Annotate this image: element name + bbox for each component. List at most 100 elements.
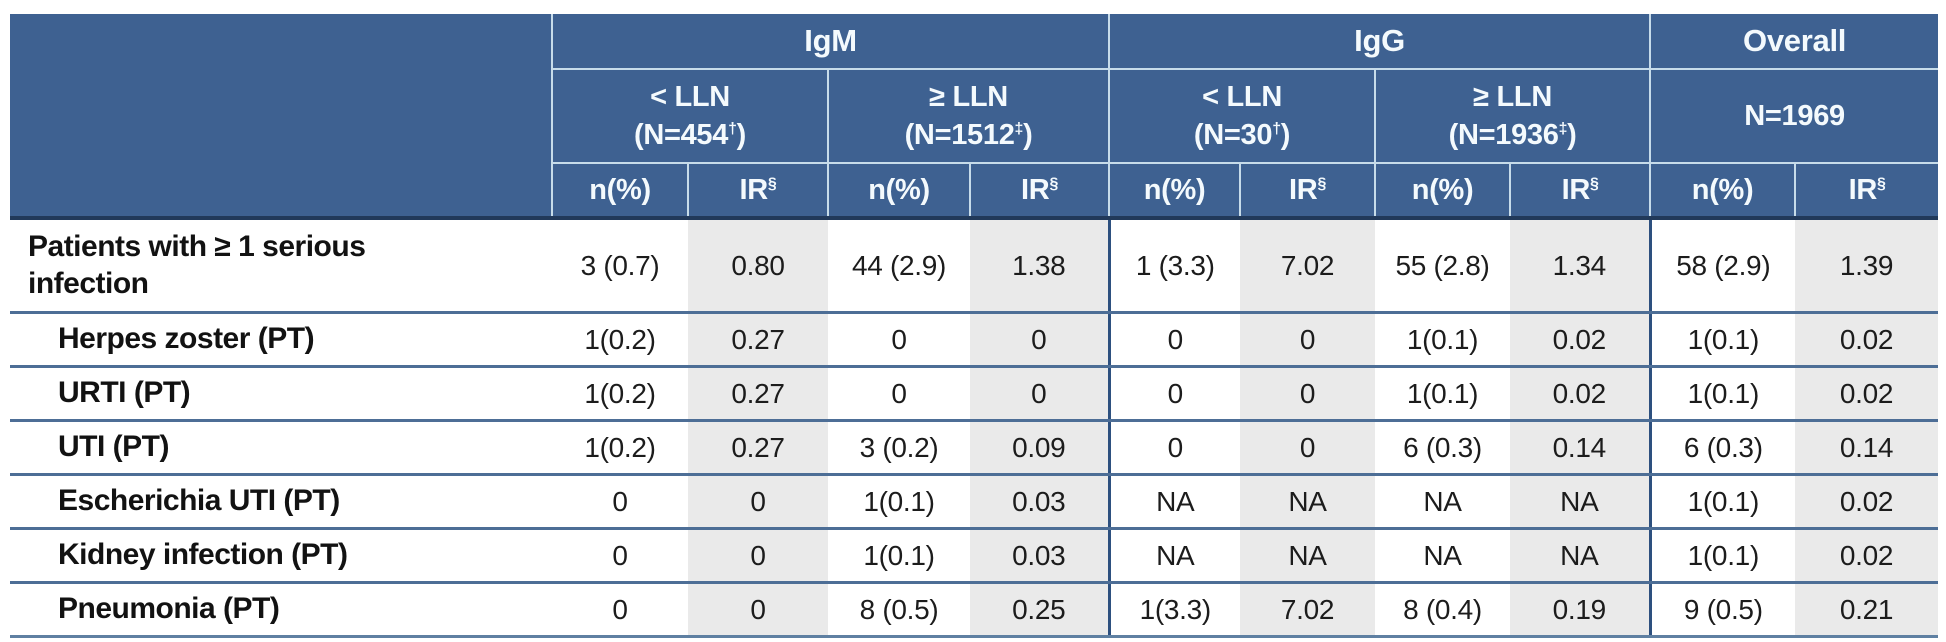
- n-close: ): [1567, 119, 1577, 151]
- cell-igg-lln-n: NA: [1107, 473, 1241, 530]
- cell-igm-geq-n: 1(0.1): [828, 527, 970, 584]
- ir-text: IR: [1848, 173, 1878, 206]
- cell-igm-lln-n: 0: [552, 473, 688, 530]
- subgroup-title: ≥ LLN: [929, 80, 1008, 113]
- cell-igg-lln-n: NA: [1107, 527, 1241, 584]
- col-header-igg-above-lln: ≥ LLN (N=1936‡): [1374, 68, 1652, 164]
- cell-igm-lln-ir: 0: [688, 473, 828, 530]
- group-header-igg: IgG: [1108, 14, 1652, 70]
- header-measure-row: n(%) IR§ n(%) IR§ n(%) IR§ n(%) IR§ n(%)…: [10, 162, 1939, 220]
- cell-igg-lln-ir: 0: [1240, 311, 1376, 368]
- cell-igg-geq-n: NA: [1375, 527, 1511, 584]
- cell-igm-lln-ir: 0: [688, 581, 828, 638]
- cell-igm-geq-ir: 0.25: [970, 581, 1110, 638]
- cell-igm-lln-n: 0: [552, 527, 688, 584]
- ir-text: IR: [1561, 173, 1591, 206]
- measure-header-n: n(%): [1649, 162, 1797, 220]
- col-header-igm-below-lln: < LLN (N=454†): [552, 68, 829, 164]
- col-header-igg-below-lln: < LLN (N=30†): [1108, 68, 1377, 164]
- table-row: Pneumonia (PT) 0 0 8 (0.5) 0.25 1(3.3) 7…: [10, 581, 1939, 638]
- subgroup-n: (N=1936‡): [1376, 116, 1649, 154]
- cell-igm-geq-ir: 0: [970, 365, 1110, 422]
- cell-igm-geq-ir: 1.38: [970, 216, 1110, 314]
- section-symbol: §: [1317, 174, 1327, 192]
- subgroup-n: (N=1512‡): [829, 116, 1108, 154]
- dagger-symbol: †: [1272, 120, 1281, 138]
- cell-igg-lln-n: 1(3.3): [1107, 581, 1241, 638]
- cell-overall-n: 9 (0.5): [1648, 581, 1796, 638]
- cell-igm-geq-n: 1(0.1): [828, 473, 970, 530]
- cell-overall-n: 1(0.1): [1648, 311, 1796, 368]
- double-dagger-symbol: ‡: [1558, 120, 1568, 138]
- measure-header-ir: IR§: [687, 162, 829, 220]
- row-label: Pneumonia (PT): [10, 581, 552, 638]
- cell-igg-geq-ir: 0.14: [1510, 419, 1651, 476]
- ir-text: IR: [739, 173, 769, 206]
- cell-overall-ir: 1.39: [1795, 216, 1939, 314]
- cell-overall-ir: 0.02: [1795, 473, 1939, 530]
- double-dagger-symbol: ‡: [1014, 120, 1024, 138]
- cell-overall-n: 1(0.1): [1648, 527, 1796, 584]
- n-text: (N=454: [633, 119, 729, 151]
- cell-overall-ir: 0.02: [1795, 527, 1939, 584]
- measure-header-ir: IR§: [1239, 162, 1377, 220]
- table-row: UTI (PT) 1(0.2) 0.27 3 (0.2) 0.09 0 0 6 …: [10, 419, 1939, 476]
- row-label: Herpes zoster (PT): [10, 311, 552, 368]
- cell-overall-ir: 0.21: [1795, 581, 1939, 638]
- header-group-row: IgM IgG Overall: [10, 14, 1939, 219]
- n-text: (N=30: [1193, 119, 1273, 151]
- cell-igg-lln-ir: NA: [1240, 473, 1376, 530]
- cell-igm-geq-ir: 0.03: [970, 473, 1110, 530]
- cell-igm-geq-n: 0: [828, 365, 970, 422]
- cell-igm-geq-n: 0: [828, 311, 970, 368]
- cell-overall-ir: 0.02: [1795, 311, 1939, 368]
- cell-igm-geq-ir: 0.03: [970, 527, 1110, 584]
- section-symbol: §: [1049, 174, 1059, 192]
- dagger-symbol: †: [728, 120, 737, 138]
- cell-igg-geq-ir: 0.02: [1510, 365, 1651, 422]
- cell-igg-geq-n: 6 (0.3): [1375, 419, 1511, 476]
- section-symbol: §: [767, 174, 777, 192]
- cell-igm-lln-ir: 0.27: [688, 365, 828, 422]
- table-row: Escherichia UTI (PT) 0 0 1(0.1) 0.03 NA …: [10, 473, 1939, 530]
- subgroup-title: < LLN: [1202, 80, 1282, 113]
- group-header-overall: Overall: [1649, 14, 1939, 70]
- serious-infections-table: IgM IgG Overall < LLN (N=454†) ≥ LLN (N=…: [10, 14, 1939, 638]
- cell-igm-geq-n: 44 (2.9): [828, 216, 970, 314]
- cell-overall-ir: 0.14: [1795, 419, 1939, 476]
- cell-igg-geq-n: 1(0.1): [1375, 311, 1511, 368]
- measure-header-ir: IR§: [968, 162, 1111, 220]
- cell-overall-n: 1(0.1): [1648, 365, 1796, 422]
- measure-header-n: n(%): [827, 162, 971, 220]
- row-label: Escherichia UTI (PT): [10, 473, 552, 530]
- cell-igg-geq-ir: 0.02: [1510, 311, 1651, 368]
- row-label: Kidney infection (PT): [10, 527, 552, 584]
- subgroup-title: ≥ LLN: [1473, 80, 1552, 113]
- cell-igm-lln-n: 1(0.2): [552, 311, 688, 368]
- measure-header-n: n(%): [552, 162, 689, 220]
- cell-igm-geq-ir: 0.09: [970, 419, 1110, 476]
- cell-overall-n: 58 (2.9): [1648, 216, 1796, 314]
- n-close: ): [1023, 119, 1033, 151]
- section-symbol: §: [1589, 174, 1599, 192]
- measure-header-n: n(%): [1108, 162, 1242, 220]
- col-header-overall-n: N=1969: [1649, 68, 1939, 164]
- cell-igm-lln-n: 1(0.2): [552, 419, 688, 476]
- cell-igm-lln-n: 1(0.2): [552, 365, 688, 422]
- table-row: Patients with ≥ 1 serious infection 3 (0…: [10, 216, 1939, 314]
- cell-igg-geq-n: 8 (0.4): [1375, 581, 1511, 638]
- cell-igg-geq-ir: NA: [1510, 527, 1651, 584]
- cell-igg-lln-n: 1 (3.3): [1107, 216, 1241, 314]
- subgroup-n: (N=454†): [553, 116, 827, 154]
- row-label-text: Patients with ≥ 1 serious infection: [28, 229, 366, 300]
- cell-igg-lln-n: 0: [1107, 419, 1241, 476]
- cell-igm-lln-ir: 0: [688, 527, 828, 584]
- cell-igg-lln-ir: 0: [1240, 419, 1376, 476]
- n-text: (N=1936: [1448, 119, 1559, 151]
- cell-igg-lln-n: 0: [1107, 365, 1241, 422]
- cell-igg-geq-ir: 1.34: [1510, 216, 1651, 314]
- row-label: Patients with ≥ 1 serious infection: [10, 216, 552, 314]
- group-header-igm: IgM: [550, 14, 1111, 70]
- n-close: ): [736, 119, 747, 151]
- cell-overall-n: 1(0.1): [1648, 473, 1796, 530]
